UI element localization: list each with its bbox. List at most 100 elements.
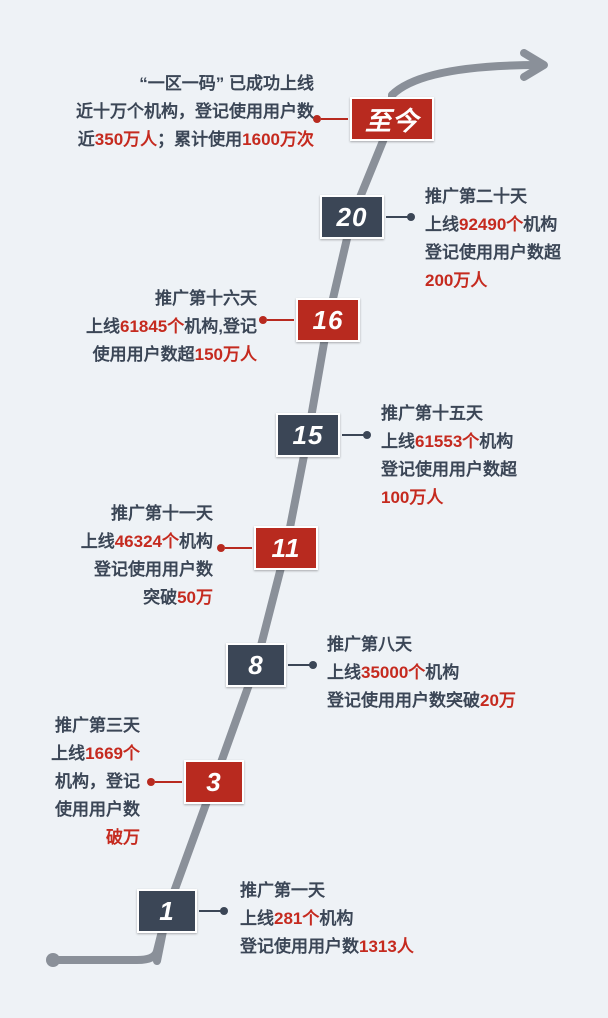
plain-text: 机构 xyxy=(523,215,557,234)
plain-text: 上线 xyxy=(51,744,85,763)
text-line: 使用用户数超150万人 xyxy=(52,341,257,369)
connector-line xyxy=(267,319,294,321)
text-line: 突破50万 xyxy=(58,584,213,612)
text-line: 上线1669个 xyxy=(30,740,140,768)
milestone-box-m15: 15 xyxy=(276,413,340,457)
milestone-label: 至今 xyxy=(365,101,419,138)
connector-dot xyxy=(259,316,267,324)
text-line: 上线281个机构 xyxy=(240,905,490,933)
milestone-text-m20: 推广第二十天上线92490个机构登记使用用户数超 200万人 xyxy=(425,183,605,295)
milestone-label: 11 xyxy=(272,533,301,564)
highlight-text: 破万 xyxy=(106,828,140,847)
text-line: 100万人 xyxy=(381,484,591,512)
milestone-label: 16 xyxy=(313,305,344,336)
connector-line xyxy=(225,547,252,549)
plain-text: 登记使用用户数 xyxy=(94,560,213,579)
highlight-text: 1600万次 xyxy=(242,130,314,149)
plain-text: 推广第八天 xyxy=(327,635,412,654)
plain-text: 推广第三天 xyxy=(55,716,140,735)
text-line: 200万人 xyxy=(425,267,605,295)
connector-line xyxy=(321,118,348,120)
milestone-box-mnow: 至今 xyxy=(350,97,434,141)
text-line: 上线46324个机构 xyxy=(58,528,213,556)
milestone-box-m8: 8 xyxy=(226,643,286,687)
plain-text: 近 xyxy=(78,130,95,149)
plain-text: 机构 xyxy=(425,663,459,682)
plain-text: 推广第二十天 xyxy=(425,187,527,206)
text-line: 近十万个机构，登记使用用户数 xyxy=(54,98,314,126)
plain-text: 上线 xyxy=(327,663,361,682)
connector-dot xyxy=(147,778,155,786)
milestone-box-m11: 11 xyxy=(254,526,318,570)
text-line: 机构，登记 xyxy=(30,768,140,796)
text-line: 推广第十五天 xyxy=(381,400,591,428)
plain-text: 登记使用用户数超 xyxy=(381,460,517,479)
text-line: 推广第一天 xyxy=(240,877,490,905)
highlight-text: 92490个 xyxy=(459,215,523,234)
plain-text: 上线 xyxy=(240,909,274,928)
plain-text: 使用用户数超 xyxy=(93,345,195,364)
plain-text: 机构,登记 xyxy=(184,317,257,336)
milestone-box-m1: 1 xyxy=(137,889,197,933)
highlight-text: 350万人 xyxy=(95,130,157,149)
text-line: 上线61845个机构,登记 xyxy=(52,313,257,341)
highlight-text: 20万 xyxy=(480,691,516,710)
connector-line xyxy=(155,781,182,783)
milestone-text-m3: 推广第三天上线1669个机构，登记使用用户数破万 xyxy=(30,712,140,852)
milestone-box-m16: 16 xyxy=(296,298,360,342)
text-line: 推广第八天 xyxy=(327,631,577,659)
highlight-text: 46324个 xyxy=(115,532,179,551)
milestone-box-m20: 20 xyxy=(320,195,384,239)
milestone-label: 20 xyxy=(337,202,368,233)
connector-dot xyxy=(313,115,321,123)
plain-text: 登记使用用户数 xyxy=(240,937,359,956)
connector-dot xyxy=(217,544,225,552)
connector-dot xyxy=(220,907,228,915)
milestone-label: 8 xyxy=(248,650,263,681)
text-line: 近350万人；累计使用1600万次 xyxy=(54,126,314,154)
text-line: “一区一码” 已成功上线 xyxy=(54,70,314,98)
connector-dot xyxy=(363,431,371,439)
plain-text: 机构 xyxy=(479,432,513,451)
milestone-label: 15 xyxy=(293,420,324,451)
plain-text: 登记使用用户数超 xyxy=(425,243,561,262)
plain-text: 推广第一天 xyxy=(240,881,325,900)
milestone-text-mnow: “一区一码” 已成功上线近十万个机构，登记使用用户数近350万人；累计使用160… xyxy=(54,70,314,154)
text-line: 推广第十一天 xyxy=(58,500,213,528)
text-line: 使用用户数 xyxy=(30,796,140,824)
plain-text: 推广第十六天 xyxy=(155,289,257,308)
highlight-text: 61845个 xyxy=(120,317,184,336)
text-line: 上线61553个机构 xyxy=(381,428,591,456)
text-line: 破万 xyxy=(30,824,140,852)
text-line: 登记使用用户数 xyxy=(58,556,213,584)
text-line: 推广第二十天 xyxy=(425,183,605,211)
highlight-text: 61553个 xyxy=(415,432,479,451)
milestone-text-m15: 推广第十五天上线61553个机构登记使用用户数超100万人 xyxy=(381,400,591,512)
text-line: 登记使用用户数突破20万 xyxy=(327,687,577,715)
highlight-text: 100万人 xyxy=(381,488,443,507)
plain-text: 机构 xyxy=(179,532,213,551)
plain-text: ；累计使用 xyxy=(157,130,242,149)
plain-text: 机构，登记 xyxy=(55,772,140,791)
plain-text: 登记使用用户数突破 xyxy=(327,691,480,710)
plain-text: “一区一码” 已成功上线 xyxy=(139,74,314,93)
milestone-text-m1: 推广第一天上线281个机构登记使用用户数1313人 xyxy=(240,877,490,961)
text-line: 推广第三天 xyxy=(30,712,140,740)
text-line: 登记使用用户数超 xyxy=(381,456,591,484)
milestone-text-m16: 推广第十六天上线61845个机构,登记使用用户数超150万人 xyxy=(52,285,257,369)
plain-text: 突破 xyxy=(143,588,177,607)
highlight-text: 35000个 xyxy=(361,663,425,682)
plain-text: 上线 xyxy=(86,317,120,336)
text-line: 上线35000个机构 xyxy=(327,659,577,687)
text-line: 登记使用用户数超 xyxy=(425,239,605,267)
plain-text: 使用用户数 xyxy=(55,800,140,819)
text-line: 推广第十六天 xyxy=(52,285,257,313)
text-line: 上线92490个机构 xyxy=(425,211,605,239)
text-line: 登记使用用户数1313人 xyxy=(240,933,490,961)
plain-text: 上线 xyxy=(381,432,415,451)
highlight-text: 1669个 xyxy=(85,744,140,763)
highlight-text: 200万人 xyxy=(425,271,487,290)
bottom-stub-dot xyxy=(46,953,60,967)
plain-text: 近十万个机构，登记使用用户数 xyxy=(76,102,314,121)
plain-text: 机构 xyxy=(319,909,353,928)
